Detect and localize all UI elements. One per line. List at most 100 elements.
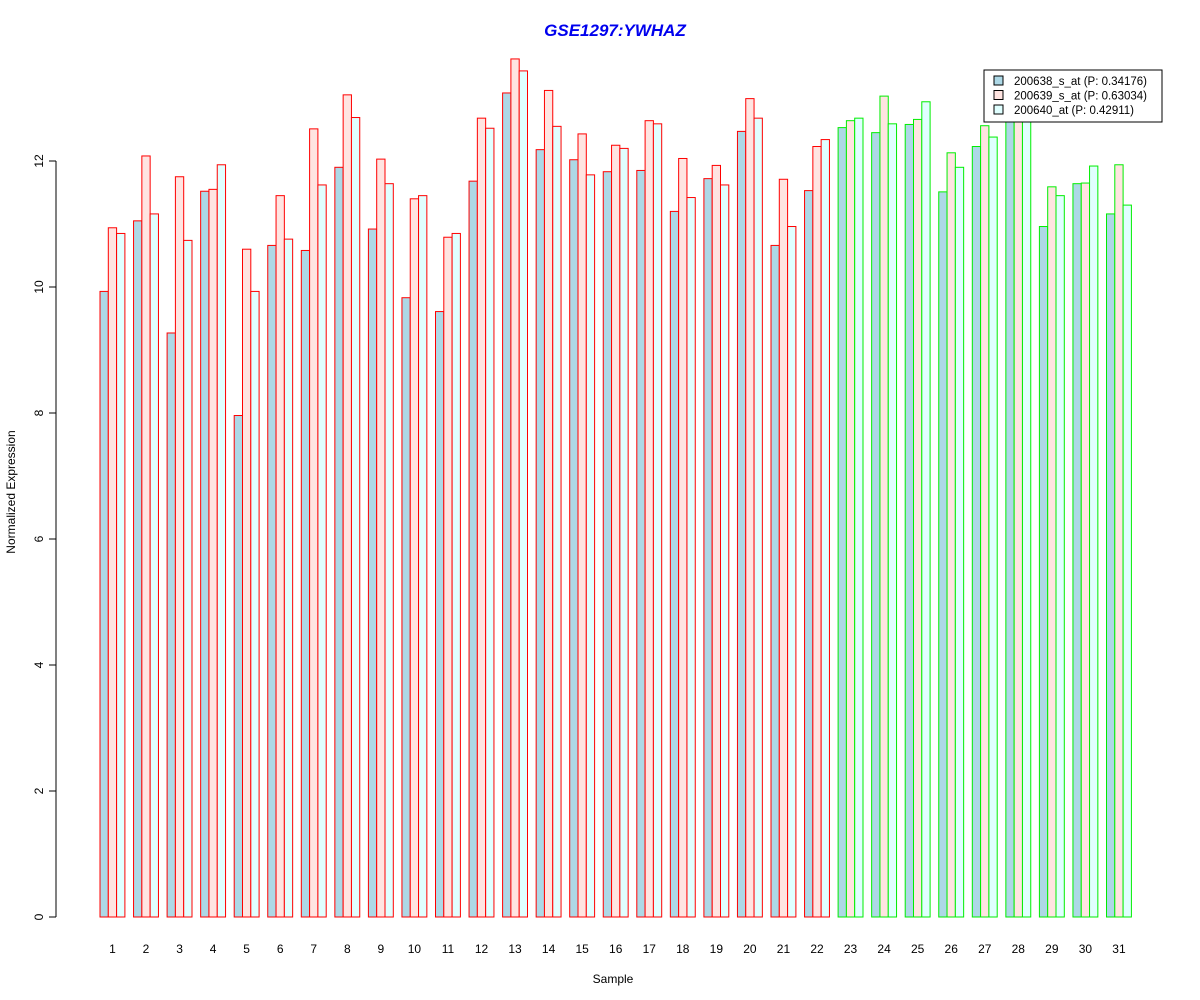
- bar-sample-15-series-2: [577, 133, 587, 918]
- bar-sample-7-series-3: [317, 184, 327, 918]
- bar-sample-9-series-3: [384, 183, 394, 918]
- y-tick-label: 0: [32, 913, 46, 920]
- bar-sample-17-series-2: [644, 120, 654, 918]
- bar-sample-26-series-2: [946, 152, 956, 918]
- bar-sample-29-series-1: [1038, 226, 1049, 918]
- bar-sample-18-series-2: [678, 157, 688, 918]
- bar-sample-22-series-1: [804, 190, 814, 918]
- bar-sample-3-series-2: [174, 176, 185, 918]
- bar-sample-12-series-2: [476, 117, 487, 918]
- bar-sample-26-series-3: [954, 166, 965, 918]
- legend-label-1: 200638_s_at (P: 0.34176): [1014, 76, 1147, 88]
- bar-sample-15-series-3: [585, 174, 596, 918]
- bar-sample-5-series-1: [233, 415, 243, 918]
- x-tick-label: 9: [378, 942, 385, 956]
- bar-sample-16-series-2: [611, 144, 621, 918]
- bar-sample-25-series-1: [904, 123, 915, 918]
- x-tick-label: 22: [810, 942, 824, 956]
- x-tick-label: 6: [277, 942, 284, 956]
- y-tick-label: 4: [32, 661, 46, 668]
- legend-box: [983, 69, 1163, 123]
- x-axis-label: Sample: [593, 972, 634, 986]
- x-tick-label: 1: [109, 942, 116, 956]
- x-tick-label: 7: [310, 942, 317, 956]
- x-tick-label: 14: [542, 942, 556, 956]
- x-tick-label: 8: [344, 942, 351, 956]
- y-tick-label: 2: [32, 787, 46, 794]
- bar-sample-21-series-1: [770, 244, 780, 918]
- bar-series: [99, 58, 1132, 918]
- y-tick-label: 10: [32, 280, 46, 294]
- x-tick-label: 30: [1079, 942, 1093, 956]
- bar-sample-6-series-3: [283, 238, 294, 918]
- bar-sample-7-series-2: [309, 128, 319, 918]
- bar-sample-5-series-2: [242, 248, 252, 918]
- bar-sample-3-series-3: [183, 239, 193, 918]
- bar-sample-18-series-3: [686, 197, 696, 918]
- bar-sample-8-series-1: [334, 166, 344, 918]
- x-tick-label: 23: [844, 942, 858, 956]
- bar-sample-11-series-1: [435, 311, 445, 918]
- bar-sample-19-series-2: [711, 164, 722, 918]
- bar-sample-31-series-1: [1106, 213, 1116, 918]
- bar-sample-31-series-3: [1122, 204, 1132, 918]
- x-tick-label: 3: [176, 942, 183, 956]
- legend-swatch-3: [993, 104, 1004, 115]
- bar-sample-22-series-3: [820, 139, 830, 918]
- bar-sample-4-series-2: [208, 188, 218, 918]
- bar-sample-28-series-1: [1005, 119, 1015, 918]
- legend-label-3: 200640_at (P: 0.42911): [1014, 105, 1134, 117]
- bar-sample-17-series-1: [636, 169, 646, 918]
- x-tick-label: 27: [978, 942, 992, 956]
- bar-sample-5-series-3: [250, 290, 260, 918]
- bar-sample-9-series-2: [376, 158, 386, 918]
- x-tick-label: 5: [243, 942, 250, 956]
- bar-sample-6-series-2: [275, 195, 285, 918]
- bar-sample-15-series-1: [569, 159, 579, 918]
- bar-sample-27-series-2: [980, 125, 990, 918]
- x-tick-label: 17: [643, 942, 657, 956]
- bar-sample-3-series-1: [166, 332, 176, 918]
- bar-sample-10-series-3: [418, 195, 428, 918]
- bar-sample-26-series-1: [938, 191, 948, 918]
- x-tick-label: 18: [676, 942, 690, 956]
- bar-sample-13-series-1: [502, 92, 512, 918]
- bar-sample-24-series-3: [887, 123, 898, 918]
- y-axis: 0 2 4 6 8 10 12: [32, 154, 57, 920]
- bar-sample-24-series-2: [879, 95, 889, 918]
- bar-sample-2-series-3: [149, 213, 159, 918]
- x-tick-label: 28: [1012, 942, 1026, 956]
- x-tick-label: 20: [743, 942, 757, 956]
- bar-sample-19-series-1: [703, 178, 713, 918]
- bar-sample-12-series-3: [485, 127, 495, 918]
- bar-sample-4-series-1: [200, 190, 210, 918]
- bar-sample-8-series-2: [342, 94, 352, 918]
- x-tick-label: 4: [210, 942, 217, 956]
- bar-sample-12-series-1: [468, 180, 478, 918]
- bar-sample-20-series-3: [753, 117, 763, 918]
- bar-sample-28-series-2: [1013, 116, 1023, 918]
- bar-sample-6-series-1: [267, 244, 277, 918]
- bar-sample-10-series-1: [401, 297, 411, 918]
- bar-sample-19-series-3: [720, 184, 730, 918]
- bar-sample-30-series-3: [1089, 165, 1099, 918]
- bar-sample-23-series-2: [845, 120, 856, 918]
- bar-sample-23-series-3: [854, 117, 864, 918]
- bar-sample-24-series-1: [871, 132, 881, 918]
- bar-sample-21-series-3: [787, 226, 797, 918]
- bar-sample-30-series-1: [1072, 183, 1082, 918]
- x-tick-label: 10: [408, 942, 422, 956]
- legend: 200638_s_at (P: 0.34176) 200639_s_at (P: …: [983, 69, 1163, 123]
- bar-sample-25-series-2: [913, 118, 923, 918]
- bar-sample-9-series-1: [367, 228, 378, 918]
- bar-sample-29-series-3: [1055, 195, 1065, 918]
- x-tick-label: 25: [911, 942, 925, 956]
- bar-sample-17-series-3: [652, 123, 663, 918]
- bar-sample-29-series-2: [1047, 186, 1057, 918]
- bar-sample-2-series-1: [133, 220, 143, 918]
- bar-sample-31-series-2: [1114, 164, 1124, 918]
- x-tick-label: 12: [475, 942, 489, 956]
- x-tick-label: 2: [143, 942, 150, 956]
- bar-sample-13-series-3: [518, 70, 529, 918]
